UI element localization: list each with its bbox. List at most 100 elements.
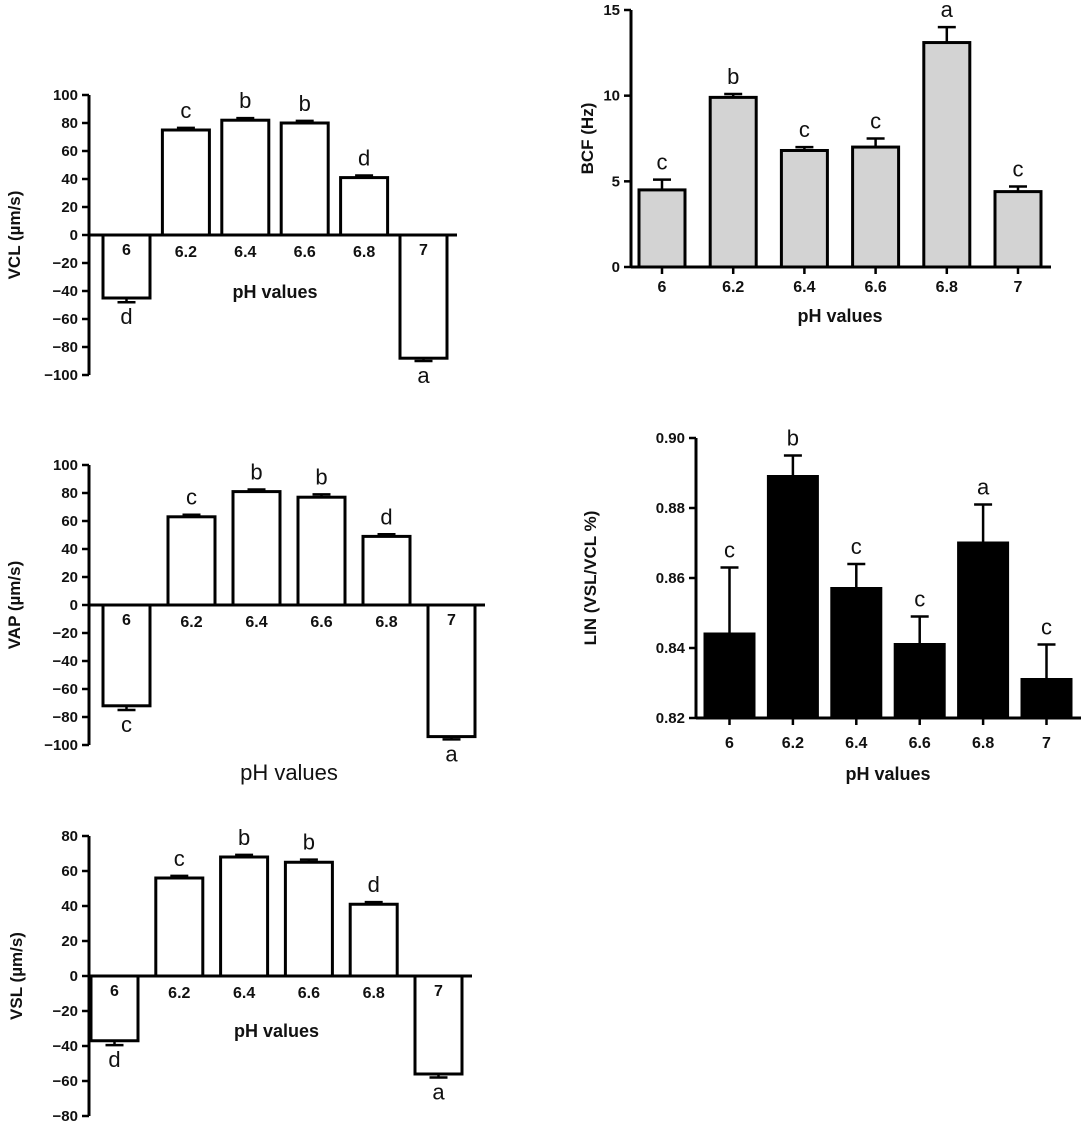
y-tick-label: 20 — [61, 199, 78, 216]
y-tick-label: 80 — [61, 828, 78, 845]
chart-lin: 0.90 0.88 0.86 0.84 0.82 6 c 6.2 b 6.4 c 6.6 c 6.8 a 7 c… — [581, 426, 1081, 784]
bar — [220, 118, 271, 237]
y-tick-label: −80 — [53, 339, 78, 356]
y-axis-title: LIN (VSL/VCL %) — [581, 511, 600, 646]
significance-label: a — [432, 1080, 445, 1105]
bar — [957, 541, 1010, 720]
significance-label: a — [417, 363, 430, 388]
bar — [922, 41, 972, 269]
y-tick-label: 60 — [61, 513, 78, 530]
bar — [339, 176, 390, 237]
x-tick-label: 7 — [447, 612, 456, 629]
x-tick-label: 6.2 — [180, 614, 202, 631]
significance-label: a — [977, 475, 990, 500]
y-tick-label: −60 — [53, 1073, 78, 1090]
bar — [160, 128, 211, 237]
significance-label: b — [239, 88, 251, 113]
x-tick-label: 6 — [122, 242, 131, 259]
bar — [426, 603, 477, 739]
x-axis-title: pH values — [232, 282, 317, 302]
x-axis-title: pH values — [234, 1021, 319, 1041]
x-tick-label: 6.4 — [245, 614, 267, 631]
significance-label: b — [250, 460, 262, 485]
significance-label: a — [941, 0, 954, 22]
y-tick-label: −60 — [53, 311, 78, 328]
significance-label: b — [787, 426, 799, 451]
y-tick-label: 0 — [70, 227, 78, 244]
x-tick-label: 6.4 — [793, 279, 815, 296]
y-tick-label: −60 — [53, 681, 78, 698]
y-axis-title: VSL (µm/s) — [7, 932, 26, 1020]
y-tick-label: 100 — [53, 457, 78, 474]
bar — [779, 148, 829, 269]
x-tick-label: 7 — [419, 242, 428, 259]
x-tick-label: 6 — [658, 279, 667, 296]
x-tick-label: 6.6 — [310, 614, 332, 631]
bar — [101, 233, 152, 300]
chart-vcl: 100 80 60 40 20 0 −20 −40 −60 −80 −100 6 d 6.2 c 6.4 b 6.… — [5, 87, 457, 388]
y-tick-label: −100 — [44, 737, 78, 754]
y-tick-label: 60 — [61, 863, 78, 880]
x-axis-title: pH values — [240, 760, 338, 785]
y-tick-label: −20 — [53, 255, 78, 272]
x-tick-label: 6.2 — [168, 985, 190, 1002]
x-axis-title: pH values — [845, 764, 930, 784]
x-tick-label: 6.8 — [936, 279, 958, 296]
x-tick-label: 6.4 — [233, 985, 255, 1002]
chart-vap: 100 80 60 40 20 0 −20 −40 −60 −80 −100 6 c 6.2 c 6.4 b 6.… — [5, 457, 485, 785]
y-tick-label: 20 — [61, 569, 78, 586]
significance-label: c — [180, 98, 191, 123]
significance-label: c — [851, 534, 862, 559]
y-tick-label: −80 — [53, 1108, 78, 1125]
significance-label: d — [368, 872, 380, 897]
y-tick-label: 0 — [70, 597, 78, 614]
bar — [637, 188, 687, 269]
bar — [830, 587, 883, 720]
y-tick-label: −40 — [53, 653, 78, 670]
x-axis-title: pH values — [797, 306, 882, 326]
y-tick-label: 60 — [61, 143, 78, 160]
significance-label: b — [727, 64, 739, 89]
significance-label: c — [121, 712, 132, 737]
x-tick-label: 6 — [122, 612, 131, 629]
bar — [851, 145, 901, 269]
bar — [398, 233, 449, 360]
significance-label: c — [657, 150, 668, 175]
y-axis-title: BCF (Hz) — [578, 103, 597, 175]
y-tick-label: 0.86 — [656, 570, 685, 587]
bar — [296, 495, 347, 607]
x-tick-label: 6.8 — [972, 735, 994, 752]
bar — [361, 534, 412, 607]
y-tick-label: −100 — [44, 367, 78, 384]
y-tick-label: 0.90 — [656, 430, 685, 447]
bar — [1020, 678, 1073, 720]
y-tick-label: 80 — [61, 485, 78, 502]
x-tick-label: 6.4 — [845, 735, 867, 752]
significance-label: b — [315, 464, 327, 489]
x-tick-label: 6 — [110, 983, 119, 1000]
significance-label: d — [380, 504, 392, 529]
significance-label: c — [1041, 615, 1052, 640]
x-tick-label: 6.2 — [722, 279, 744, 296]
x-tick-label: 6.8 — [363, 985, 385, 1002]
y-tick-label: 0 — [70, 968, 78, 985]
significance-label: c — [186, 485, 197, 510]
y-tick-label: 100 — [53, 87, 78, 104]
y-tick-label: 0 — [612, 259, 620, 276]
bar — [766, 475, 819, 720]
y-tick-label: −40 — [53, 283, 78, 300]
y-tick-label: 10 — [603, 88, 620, 105]
x-tick-label: 6.6 — [864, 279, 886, 296]
bar — [348, 902, 399, 978]
y-tick-label: 0.82 — [656, 710, 685, 727]
chart-vsl: 80 60 40 20 0 −20 −40 −60 −80 6 d 6.2 c 6.4 b 6.6 b 6.8 d 7… — [7, 825, 472, 1125]
significance-label: b — [238, 825, 250, 850]
y-tick-label: −40 — [53, 1038, 78, 1055]
y-axis-title: VCL (µm/s) — [5, 191, 24, 280]
bar — [154, 876, 205, 978]
bar — [166, 515, 217, 607]
y-tick-label: 40 — [61, 898, 78, 915]
bar — [283, 860, 334, 978]
x-tick-label: 6.2 — [782, 735, 804, 752]
bar — [993, 190, 1043, 269]
